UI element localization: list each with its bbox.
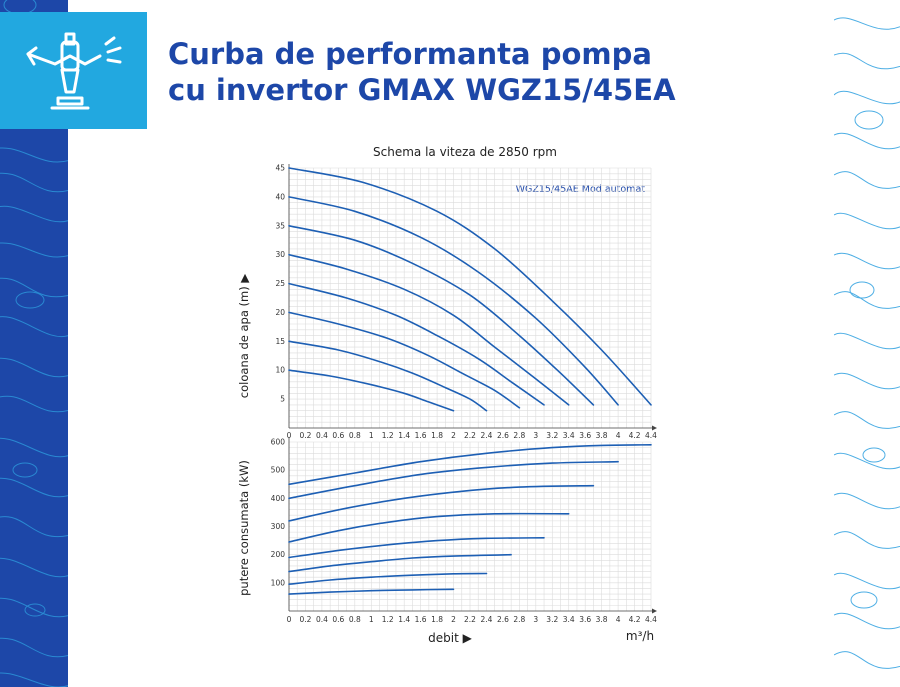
right-decorative-pattern bbox=[834, 0, 900, 687]
series-line-6 bbox=[288, 572, 488, 585]
top-chart-legend: WGZ15/45AE Mod automat bbox=[516, 184, 646, 195]
sprinkler-icon bbox=[26, 32, 122, 110]
series-line-7 bbox=[288, 369, 455, 412]
x-tick-label: 0 bbox=[287, 615, 292, 624]
x-tick-label: 4.2 bbox=[629, 615, 641, 624]
y-tick-label: 5 bbox=[280, 395, 285, 404]
x-tick-label: 1 bbox=[369, 431, 374, 440]
x-tick-label: 3.8 bbox=[596, 615, 608, 624]
x-tick-label: 3.4 bbox=[563, 431, 575, 440]
series-line-1 bbox=[288, 196, 619, 406]
x-tick-label: 1.6 bbox=[415, 431, 427, 440]
x-tick-label: 0.2 bbox=[299, 615, 311, 624]
x-tick-label: 3 bbox=[533, 431, 538, 440]
y-tick-label: 10 bbox=[275, 366, 285, 375]
bottom-chart-xlabel: debit ▶ bbox=[428, 631, 472, 645]
series-line-6 bbox=[288, 340, 488, 412]
x-tick-label: 2.4 bbox=[480, 615, 492, 624]
chart-0: 0 0.2 0.4 0.6 0.8 1 1.2 1.4 1.6 1.8 2 2.2 2.4 2.6 2.8 3… bbox=[275, 164, 657, 441]
bottom-chart-xunit: m³/h bbox=[626, 629, 654, 643]
x-tick-label: 2.4 bbox=[480, 431, 492, 440]
top-chart-ylabel: coloana de apa (m) ▶ bbox=[237, 274, 251, 399]
x-tick-label: 1.2 bbox=[382, 431, 394, 440]
x-tick-label: 2.2 bbox=[464, 431, 476, 440]
title-line-1: Curba de performanta pompa bbox=[168, 37, 652, 71]
series-line-4 bbox=[288, 537, 545, 559]
x-tick-label: 0.6 bbox=[332, 615, 344, 624]
x-tick-label: 2 bbox=[451, 615, 456, 624]
y-tick-label: 45 bbox=[275, 164, 285, 173]
y-tick-label: 600 bbox=[271, 438, 286, 447]
top-chart-title: Schema la viteza de 2850 rpm bbox=[373, 145, 557, 159]
series-line-1 bbox=[288, 460, 619, 500]
x-tick-label: 0.6 bbox=[332, 431, 344, 440]
y-tick-label: 100 bbox=[271, 578, 286, 587]
series-line-2 bbox=[288, 225, 595, 406]
x-tick-label: 1.8 bbox=[431, 615, 443, 624]
x-tick-label: 4.4 bbox=[645, 431, 657, 440]
y-tick-label: 300 bbox=[271, 522, 286, 531]
x-tick-label: 4.4 bbox=[645, 615, 657, 624]
x-tick-label: 3.8 bbox=[596, 431, 608, 440]
x-tick-label: 1.4 bbox=[398, 615, 410, 624]
y-tick-label: 30 bbox=[275, 250, 285, 259]
y-tick-label: 15 bbox=[275, 337, 285, 346]
series-line-3 bbox=[288, 253, 570, 406]
x-tick-label: 4 bbox=[616, 615, 621, 624]
x-tick-label: 0.8 bbox=[349, 615, 361, 624]
series-line-2 bbox=[288, 484, 595, 522]
x-tick-label: 1.8 bbox=[431, 431, 443, 440]
x-tick-label: 0.4 bbox=[316, 615, 328, 624]
x-tick-label: 3.4 bbox=[563, 615, 575, 624]
x-tick-label: 0.4 bbox=[316, 431, 328, 440]
y-tick-label: 20 bbox=[275, 308, 285, 317]
x-tick-label: 4 bbox=[616, 431, 621, 440]
x-tick-label: 2.8 bbox=[513, 431, 525, 440]
page-title: Curba de performanta pompa cu invertor G… bbox=[168, 36, 768, 108]
y-tick-label: 40 bbox=[275, 192, 285, 201]
bottom-chart-ylabel: putere consumata (kW) bbox=[237, 460, 251, 596]
x-tick-label: 2.6 bbox=[497, 431, 509, 440]
x-tick-label: 4.2 bbox=[629, 431, 641, 440]
x-tick-label: 0.2 bbox=[299, 431, 311, 440]
series-line-4 bbox=[288, 282, 545, 406]
x-axis-arrow bbox=[652, 425, 657, 431]
y-tick-label: 500 bbox=[271, 466, 286, 475]
icon-box bbox=[0, 12, 147, 129]
x-tick-label: 2 bbox=[451, 431, 456, 440]
x-tick-label: 3.6 bbox=[579, 615, 591, 624]
series-line-0 bbox=[288, 444, 652, 486]
series-line-7 bbox=[288, 588, 455, 595]
x-tick-label: 0 bbox=[287, 431, 292, 440]
y-tick-label: 25 bbox=[275, 279, 285, 288]
x-tick-label: 2.6 bbox=[497, 615, 509, 624]
x-tick-label: 1.4 bbox=[398, 431, 410, 440]
x-tick-label: 3.2 bbox=[546, 431, 558, 440]
series-line-5 bbox=[288, 553, 512, 573]
x-axis-arrow bbox=[652, 608, 657, 614]
title-line-2: cu invertor GMAX WGZ15/45EA bbox=[168, 73, 676, 107]
chart-1: 0 0.2 0.4 0.6 0.8 1 1.2 1.4 1.6 1.8 2 2.2 2.4 2.6 2.8 3… bbox=[271, 438, 658, 625]
x-tick-label: 2.8 bbox=[513, 615, 525, 624]
x-tick-label: 0.8 bbox=[349, 431, 361, 440]
series-line-5 bbox=[288, 311, 521, 409]
x-tick-label: 1.6 bbox=[415, 615, 427, 624]
x-tick-label: 2.2 bbox=[464, 615, 476, 624]
x-tick-label: 1.2 bbox=[382, 615, 394, 624]
y-tick-label: 35 bbox=[275, 221, 285, 230]
series-line-3 bbox=[288, 512, 570, 543]
x-tick-label: 3.2 bbox=[546, 615, 558, 624]
y-tick-label: 200 bbox=[271, 550, 286, 559]
x-tick-label: 3 bbox=[533, 615, 538, 624]
x-tick-label: 1 bbox=[369, 615, 374, 624]
y-tick-label: 400 bbox=[271, 494, 286, 503]
series-line-0 bbox=[288, 167, 652, 406]
x-tick-label: 3.6 bbox=[579, 431, 591, 440]
